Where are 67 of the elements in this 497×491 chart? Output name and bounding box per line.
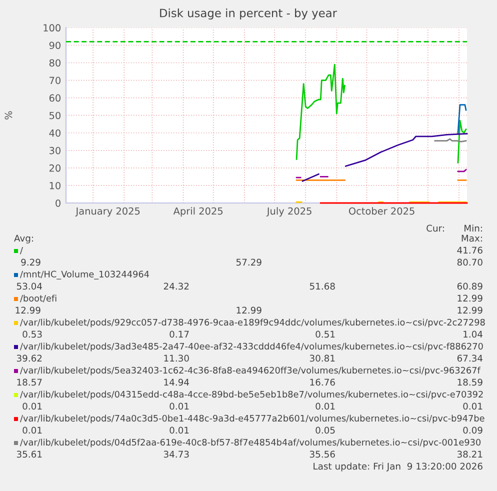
text: 0.01 bbox=[22, 426, 42, 434]
text: 34.73 bbox=[164, 450, 189, 458]
x-tick-label: April 2025 bbox=[173, 207, 223, 217]
x-tick-label: October 2025 bbox=[348, 207, 414, 215]
text: 11.30 bbox=[164, 354, 189, 362]
text: 12.99 bbox=[458, 306, 482, 314]
text: 0.17 bbox=[170, 330, 189, 338]
legend-label: / bbox=[20, 246, 23, 254]
legend-label: /var/lib/kubelet/pods/3ad3e485-2a47-40ee-af32-433cddd46fe4/volumes/kubernetes.io~csi/pvc-f886270 bbox=[20, 342, 483, 352]
text: 0.01 bbox=[463, 402, 482, 410]
text: 0.09 bbox=[463, 426, 482, 434]
legend-label: /var/lib/kubelet/pods/04315edd-c48a-4cce-89bd-be5e5eb1b8e7/volumes/kubernetes.io~csi/pvc-e70392 bbox=[20, 390, 483, 400]
text: Last update: Fri Jan 9 13:20:00 2026 bbox=[314, 462, 482, 472]
text: 9.29 bbox=[21, 258, 40, 266]
text: 12.99 bbox=[236, 306, 262, 314]
text: 57.29 bbox=[236, 258, 262, 266]
text: 0.01 bbox=[316, 402, 335, 410]
text: 14.94 bbox=[164, 378, 189, 386]
text: 1.04 bbox=[464, 330, 482, 338]
y-tick-label: 10 bbox=[50, 182, 60, 190]
text: 0.51 bbox=[316, 330, 335, 338]
legend-label: /mnt/HC_Volume_103244964 bbox=[20, 270, 150, 280]
text: 53.04 bbox=[16, 282, 42, 290]
x-tick-label: January 2025 bbox=[75, 207, 140, 217]
text: 24.32 bbox=[164, 282, 189, 290]
text: 80.70 bbox=[457, 258, 482, 266]
text: 12.99 bbox=[16, 306, 40, 314]
y-tick-label: 90 bbox=[49, 42, 60, 50]
legend-label: /boot/efi bbox=[20, 294, 56, 302]
text: 38.21 bbox=[457, 450, 482, 458]
text: 41.76 bbox=[457, 246, 482, 254]
text: 0.05 bbox=[316, 426, 335, 434]
text: 51.68 bbox=[310, 282, 335, 290]
text: 35.56 bbox=[310, 450, 335, 458]
y-axis-title: % bbox=[4, 111, 12, 120]
text: 16.76 bbox=[310, 378, 335, 386]
text: 67.34 bbox=[457, 354, 482, 362]
legend-label: /var/lib/kubelet/pods/04d5f2aa-619e-40c8-bf57-8f7e4854b4af/volumes/kubernetes.io~csi/pvc-001e930 bbox=[20, 438, 481, 448]
legend-label: /var/lib/kubelet/pods/929cc057-d738-4976-9caa-e189f9c94ddc/volumes/kubernetes.io~csi/pvc-2c27298 bbox=[20, 318, 485, 328]
text: Max: bbox=[462, 234, 482, 242]
y-tick-label: 30 bbox=[50, 146, 60, 154]
y-tick-label: 70 bbox=[50, 76, 60, 84]
y-tick-label: 100 bbox=[44, 24, 60, 32]
text: 0.53 bbox=[22, 330, 42, 338]
text: 30.81 bbox=[310, 354, 335, 362]
text: 12.99 bbox=[458, 294, 482, 302]
y-tick-label: 0 bbox=[56, 199, 60, 207]
y-tick-label: 80 bbox=[49, 59, 60, 67]
y-tick-label: 50 bbox=[50, 112, 60, 120]
text: Cur: bbox=[426, 224, 444, 232]
text: Avg: bbox=[14, 234, 33, 244]
chart-title: Disk usage in percent - by year bbox=[160, 8, 338, 20]
text: Min: bbox=[464, 224, 482, 232]
text: 60.89 bbox=[457, 282, 482, 290]
y-tick-label: 60 bbox=[49, 94, 60, 102]
text: 0.01 bbox=[170, 426, 189, 434]
text: 18.59 bbox=[458, 378, 482, 386]
legend-label: /var/lib/kubelet/pods/74a0c3d5-0be1-448c-9a3d-e45777a2b601/volumes/kubernetes.io~csi/pvc-b947be bbox=[20, 414, 484, 424]
legend-label: /var/lib/kubelet/pods/5ea32403-1c62-4c36-8fa8-ea494620ff3e/volumes/kubernetes.io~csi/pvc-963267f bbox=[20, 366, 481, 376]
text: 35.61 bbox=[16, 450, 42, 458]
text: 0.01 bbox=[22, 402, 42, 410]
y-tick-label: 20 bbox=[49, 164, 60, 172]
text: 0.01 bbox=[170, 402, 189, 410]
text: 39.62 bbox=[16, 354, 42, 362]
x-tick-label: July 2025 bbox=[266, 207, 312, 217]
y-tick-label: 40 bbox=[49, 129, 60, 137]
text: 18.57 bbox=[17, 378, 42, 386]
